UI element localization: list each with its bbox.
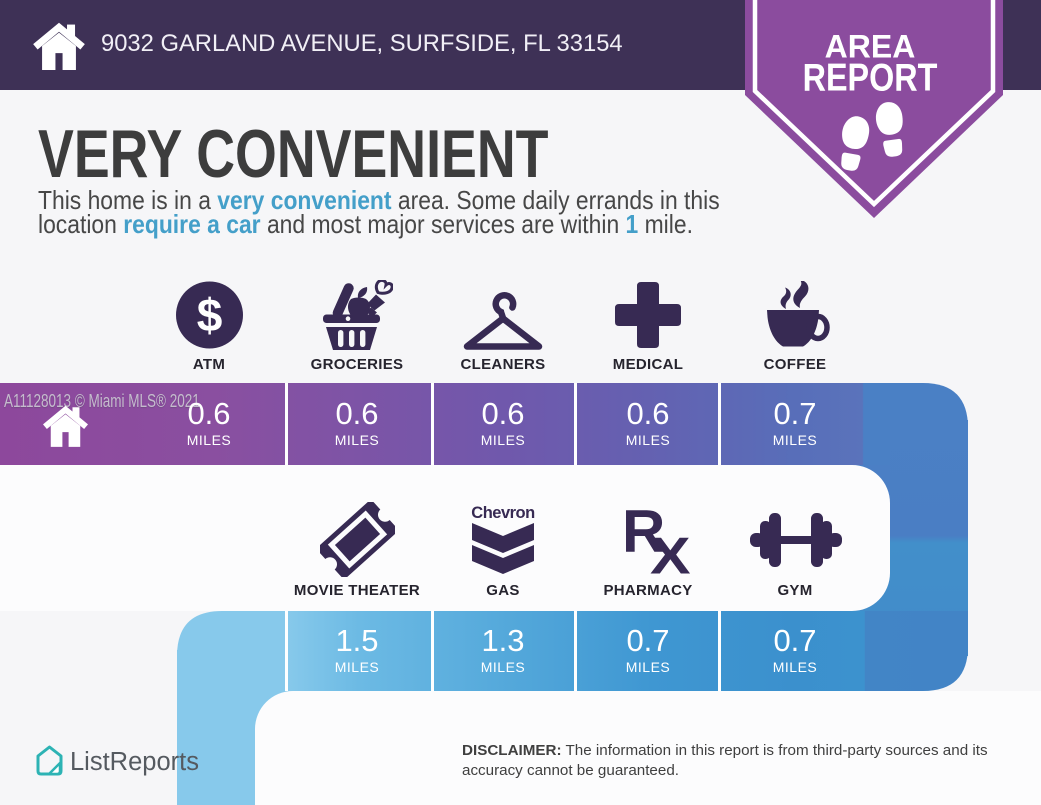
svg-text:REPORT: REPORT [803, 56, 938, 99]
svg-text:R: R [624, 508, 665, 565]
svg-text:$: $ [197, 289, 223, 341]
svg-text:AREA: AREA [825, 29, 916, 65]
svg-text:X: X [650, 527, 691, 576]
svg-text:Chevron: Chevron [471, 504, 535, 522]
